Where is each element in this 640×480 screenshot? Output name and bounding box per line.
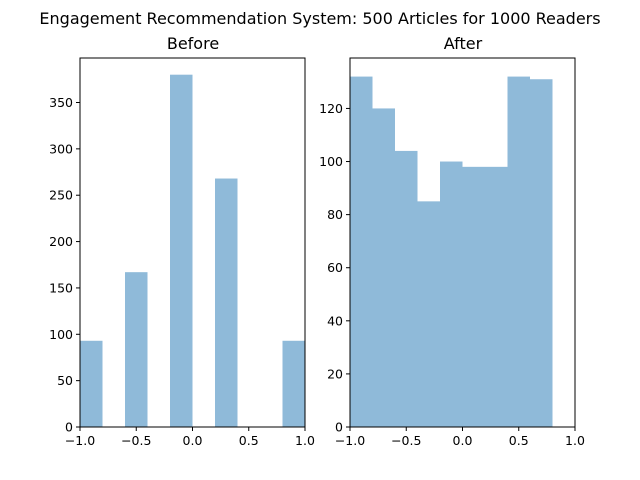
y-tick-label-before-0: 0 bbox=[65, 420, 73, 435]
y-tick-label-before-3: 150 bbox=[49, 280, 73, 295]
bars-before bbox=[80, 74, 305, 427]
subplot-title-after: After bbox=[444, 34, 483, 53]
subplot-before: Before −1.0 −0.5 0.0 0.5 1.0 0 50 100 150 200 250 3… bbox=[49, 34, 315, 448]
y-tick-label-after-6: 120 bbox=[319, 101, 343, 116]
x-tick-label-after-4: 1.0 bbox=[565, 433, 585, 448]
x-tick-label-after-2: 0.0 bbox=[453, 433, 473, 448]
y-tick-label-after-4: 80 bbox=[327, 207, 343, 222]
x-tick-label-before-1: −0.5 bbox=[121, 433, 151, 448]
histogram-bar-after-3 bbox=[417, 201, 440, 427]
x-tick-label-after-0: −1.0 bbox=[335, 433, 365, 448]
histogram-bar-before-9 bbox=[282, 340, 305, 427]
y-tick-label-before-5: 250 bbox=[49, 188, 73, 203]
ticks-before: −1.0 −0.5 0.0 0.5 1.0 0 50 100 150 200 250 300 350 bbox=[49, 95, 315, 448]
y-tick-label-before-6: 300 bbox=[49, 141, 73, 156]
axes-frame-before bbox=[79, 57, 306, 428]
histogram-bar-before-6 bbox=[215, 178, 238, 427]
y-tick-label-before-2: 100 bbox=[49, 327, 73, 342]
y-tick-label-before-1: 50 bbox=[57, 373, 73, 388]
axes-frame-after bbox=[349, 57, 576, 428]
histogram-bar-before-0 bbox=[80, 340, 103, 427]
y-tick-label-after-5: 100 bbox=[319, 154, 343, 169]
histogram-bar-before-2 bbox=[125, 272, 148, 427]
x-tick-label-after-3: 0.5 bbox=[509, 433, 529, 448]
histogram-bar-after-8 bbox=[530, 79, 553, 427]
y-tick-label-before-7: 350 bbox=[49, 95, 73, 110]
y-tick-label-after-1: 20 bbox=[327, 366, 343, 381]
subplot-after: After −1.0 −0.5 0.0 0.5 1.0 0 20 40 60 80 100 120 bbox=[319, 34, 585, 448]
subplot-title-before: Before bbox=[167, 34, 219, 53]
ticks-after: −1.0 −0.5 0.0 0.5 1.0 0 20 40 60 80 100 120 bbox=[319, 101, 585, 448]
bars-after bbox=[350, 76, 553, 428]
histogram-bar-after-4 bbox=[440, 161, 463, 427]
figure-title: Engagement Recommendation System: 500 Ar… bbox=[39, 9, 600, 28]
x-tick-label-before-3: 0.5 bbox=[239, 433, 259, 448]
x-tick-label-before-0: −1.0 bbox=[65, 433, 95, 448]
histogram-bar-after-2 bbox=[395, 150, 418, 427]
histogram-bar-after-1 bbox=[372, 108, 395, 428]
y-tick-label-after-3: 60 bbox=[327, 260, 343, 275]
histogram-bar-after-6 bbox=[485, 166, 508, 427]
y-tick-label-after-2: 40 bbox=[327, 313, 343, 328]
histogram-bar-before-4 bbox=[170, 74, 193, 427]
histogram-bar-after-5 bbox=[462, 166, 485, 427]
histogram-bar-after-7 bbox=[507, 76, 530, 427]
x-tick-label-before-2: 0.0 bbox=[183, 433, 203, 448]
histogram-bar-after-0 bbox=[350, 76, 373, 427]
x-tick-label-before-4: 1.0 bbox=[295, 433, 315, 448]
y-tick-label-before-4: 200 bbox=[49, 234, 73, 249]
x-tick-label-after-1: −0.5 bbox=[391, 433, 421, 448]
y-tick-label-after-0: 0 bbox=[335, 420, 343, 435]
